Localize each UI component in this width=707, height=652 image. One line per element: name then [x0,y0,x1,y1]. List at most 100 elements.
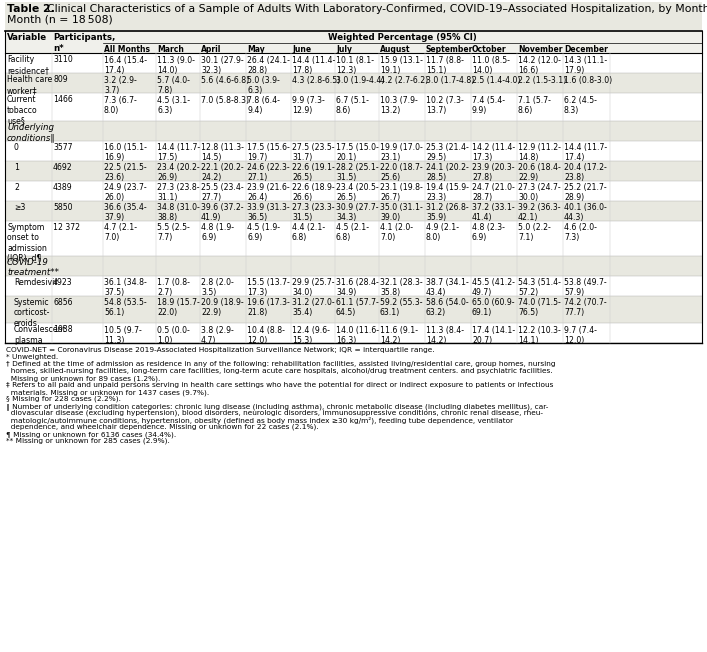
Text: 7.0 (5.8-8.3): 7.0 (5.8-8.3) [201,95,249,104]
Text: 12.2 (10.3-
14.1): 12.2 (10.3- 14.1) [518,325,561,345]
Text: 5850: 5850 [53,203,73,212]
Text: 45.5 (41.2-
49.7): 45.5 (41.2- 49.7) [472,278,515,297]
Text: 23.1 (19.8-
26.7): 23.1 (19.8- 26.7) [380,183,423,202]
Text: 14.4 (11.4-
17.8): 14.4 (11.4- 17.8) [292,55,335,75]
Text: Current
tobacco
use§: Current tobacco use§ [7,95,37,125]
Text: 19.9 (17.0-
23.1): 19.9 (17.0- 23.1) [380,143,423,162]
Text: materials. Missing or unknown for 1437 cases (9.7%).: materials. Missing or unknown for 1437 c… [6,389,209,396]
Text: 33.9 (31.3-
36.5): 33.9 (31.3- 36.5) [247,203,290,222]
Text: Variable: Variable [7,33,47,42]
Bar [5,256,702,276]
Text: 10.3 (7.9-
13.2): 10.3 (7.9- 13.2) [380,95,418,115]
Text: 74.2 (70.7-
77.7): 74.2 (70.7- 77.7) [564,298,607,318]
Text: September: September [426,46,474,55]
Text: 11.3 (9.0-
14.0): 11.3 (9.0- 14.0) [157,55,195,75]
Text: COVID-NET = Coronavirus Disease 2019-Associated Hospitalization Surveillance Net: COVID-NET = Coronavirus Disease 2019-Ass… [6,347,435,353]
Text: October: October [472,46,507,55]
Text: 58.6 (54.0-
63.2): 58.6 (54.0- 63.2) [426,298,469,318]
Text: 6.2 (4.5-
8.3): 6.2 (4.5- 8.3) [564,95,597,115]
Text: 10.5 (9.7-
11.3): 10.5 (9.7- 11.3) [104,325,141,345]
Text: 4.8 (2.3-
6.9): 4.8 (2.3- 6.9) [472,223,505,243]
Text: 27.3 (24.7-
30.0): 27.3 (24.7- 30.0) [518,183,561,202]
Text: August: August [380,46,411,55]
Text: 16.4 (15.4-
17.4): 16.4 (15.4- 17.4) [104,55,147,75]
Text: 4.2 (2.7-6.2): 4.2 (2.7-6.2) [380,76,428,85]
Text: 31.6 (28.4-
34.9): 31.6 (28.4- 34.9) [336,278,379,297]
Text: 25.2 (21.7-
28.9): 25.2 (21.7- 28.9) [564,183,607,202]
Text: 24.7 (21.0-
28.7): 24.7 (21.0- 28.7) [472,183,515,202]
Text: 4.5 (2.1-
6.8): 4.5 (2.1- 6.8) [336,223,369,243]
Text: 24.9 (23.7-
26.0): 24.9 (23.7- 26.0) [104,183,146,202]
Text: 15.5 (13.7-
17.3): 15.5 (13.7- 17.3) [247,278,290,297]
Text: 40.1 (36.0-
44.3): 40.1 (36.0- 44.3) [564,203,607,222]
Text: 4.9 (2.1-
8.0): 4.9 (2.1- 8.0) [426,223,459,243]
Text: † Defined at the time of admission as residence in any of the following: rehabil: † Defined at the time of admission as re… [6,361,556,367]
Text: 16.0 (15.1-
16.9): 16.0 (15.1- 16.9) [104,143,147,162]
Text: ** Missing or unknown for 285 cases (2.9%).: ** Missing or unknown for 285 cases (2.9… [6,438,170,445]
Text: 4923: 4923 [53,278,73,287]
Text: 39.6 (37.2-
41.9): 39.6 (37.2- 41.9) [201,203,243,222]
Text: Missing or unknown for 89 cases (1.2%).: Missing or unknown for 89 cases (1.2%). [6,375,160,381]
Text: 7.1 (5.7-
8.6): 7.1 (5.7- 8.6) [518,95,551,115]
Text: 31.2 (26.8-
35.9): 31.2 (26.8- 35.9) [426,203,469,222]
Bar [5,73,702,93]
Text: Participants,
n*: Participants, n* [53,33,115,53]
Text: 12 372: 12 372 [53,223,80,232]
Text: diovascular disease (excluding hypertension), blood disorders, neurologic disord: diovascular disease (excluding hypertens… [6,410,543,417]
Text: July: July [336,46,352,55]
Text: COVID-19
treatment**: COVID-19 treatment** [7,258,59,277]
Text: 6856: 6856 [53,298,73,307]
Text: 31.2 (27.0-
35.4): 31.2 (27.0- 35.4) [292,298,334,318]
Text: 59.2 (55.3-
63.1): 59.2 (55.3- 63.1) [380,298,423,318]
Text: 1: 1 [14,163,19,172]
Text: 4.6 (2.0-
7.3): 4.6 (2.0- 7.3) [564,223,597,243]
Text: 25.5 (23.4-
27.7): 25.5 (23.4- 27.7) [201,183,244,202]
Text: 14.0 (11.6-
16.3): 14.0 (11.6- 16.3) [336,325,379,345]
Text: matologic/autoimmune conditions, hypertension, obesity (defined as body mass ind: matologic/autoimmune conditions, hyperte… [6,417,513,424]
Text: 24.6 (22.3-
27.1): 24.6 (22.3- 27.1) [247,163,290,183]
Text: 26.4 (24.1-
28.8): 26.4 (24.1- 28.8) [247,55,290,75]
Text: 11.0 (8.5-
14.0): 11.0 (8.5- 14.0) [472,55,510,75]
Text: 9.9 (7.3-
12.9): 9.9 (7.3- 12.9) [292,95,325,115]
Bar [5,201,702,220]
Text: 2.8 (2.0-
3.5): 2.8 (2.0- 3.5) [201,278,234,297]
Text: 38.7 (34.1-
43.4): 38.7 (34.1- 43.4) [426,278,469,297]
Text: 22.1 (20.2-
24.2): 22.1 (20.2- 24.2) [201,163,244,183]
Text: § Missing for 228 cases (2.2%).: § Missing for 228 cases (2.2%). [6,396,121,402]
Text: Health care
worker‡: Health care worker‡ [7,76,52,95]
Text: 17.5 (15.6-
19.7): 17.5 (15.6- 19.7) [247,143,290,162]
Text: ∥ Number of underlying condition categories: chronic lung disease (including ast: ∥ Number of underlying condition categor… [6,403,549,410]
Text: 24.1 (20.2-
28.5): 24.1 (20.2- 28.5) [426,163,469,183]
Text: Systemic
corticost-
eroids: Systemic corticost- eroids [14,298,50,328]
Text: 10.1 (8.1-
12.3): 10.1 (8.1- 12.3) [336,55,374,75]
Text: 2: 2 [14,183,19,192]
Text: 4389: 4389 [53,183,73,192]
Text: 23.4 (20.2-
26.9): 23.4 (20.2- 26.9) [157,163,199,183]
Text: 27.5 (23.5-
31.7): 27.5 (23.5- 31.7) [292,143,334,162]
Text: 12.8 (11.3-
14.5): 12.8 (11.3- 14.5) [201,143,244,162]
Text: 20.9 (18.9-
22.9): 20.9 (18.9- 22.9) [201,298,244,318]
Text: 7.8 (6.4-
9.4): 7.8 (6.4- 9.4) [247,95,280,115]
Text: May: May [247,46,264,55]
Text: 30.9 (27.7-
34.3): 30.9 (27.7- 34.3) [336,203,378,222]
Text: 1466: 1466 [53,95,73,104]
Text: 5.5 (2.5-
7.7): 5.5 (2.5- 7.7) [157,223,189,243]
Text: 25.3 (21.4-
29.5): 25.3 (21.4- 29.5) [426,143,469,162]
Text: 20.6 (18.4-
22.9): 20.6 (18.4- 22.9) [518,163,561,183]
Text: 3110: 3110 [53,55,73,65]
Text: 32.1 (28.3-
35.8): 32.1 (28.3- 35.8) [380,278,423,297]
Text: 4.4 (2.1-
6.8): 4.4 (2.1- 6.8) [292,223,325,243]
Text: June: June [292,46,311,55]
Text: 65.0 (60.9-
69.1): 65.0 (60.9- 69.1) [472,298,515,318]
Text: 11.6 (9.1-
14.2): 11.6 (9.1- 14.2) [380,325,418,345]
Text: 4.3 (2.8-6.5): 4.3 (2.8-6.5) [292,76,340,85]
Text: dependence, and wheelchair dependence. Missing or unknown for 22 cases (2.1%).: dependence, and wheelchair dependence. M… [6,424,319,430]
Text: 0: 0 [14,143,19,152]
Text: 3.0 (1.9-4.4): 3.0 (1.9-4.4) [336,76,385,85]
Text: 3.8 (2.9-
4.7): 3.8 (2.9- 4.7) [201,325,234,345]
Text: 14.3 (11.1-
17.9): 14.3 (11.1- 17.9) [564,55,607,75]
Text: Remdesivir: Remdesivir [14,278,58,287]
Text: 22.6 (18.9-
26.6): 22.6 (18.9- 26.6) [292,183,334,202]
Text: * Unweighted.: * Unweighted. [6,354,58,360]
Text: 17.4 (14.1-
20.7): 17.4 (14.1- 20.7) [472,325,515,345]
